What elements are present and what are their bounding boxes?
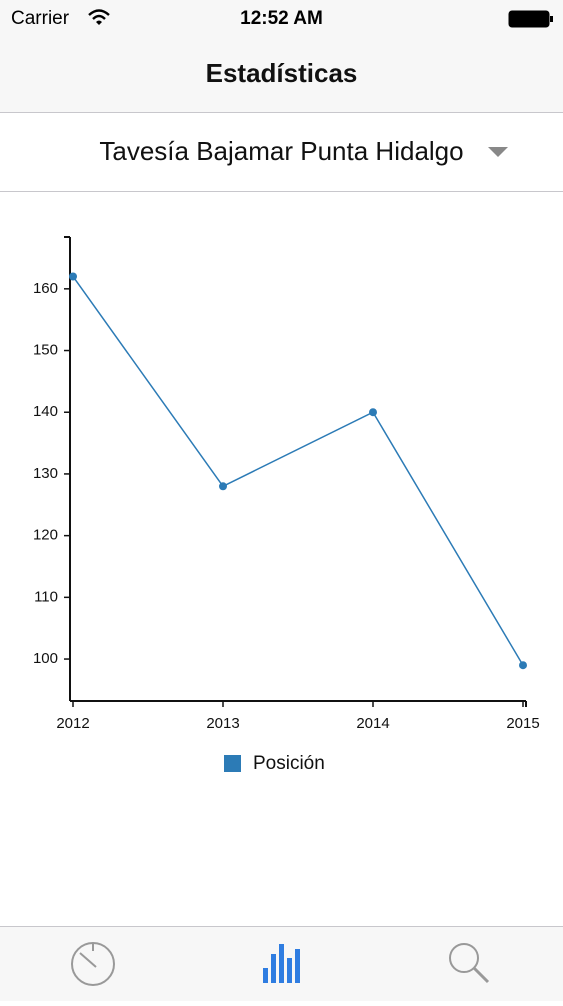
data-point — [219, 482, 227, 491]
route-selector[interactable]: Tavesía Bajamar Punta Hidalgo — [0, 113, 563, 192]
legend-swatch — [224, 755, 241, 772]
tab-timer[interactable] — [71, 942, 115, 986]
chart: 100 110 120 130 140 150 160 2012 2013 2014 2015 Pos… — [33, 236, 540, 774]
data-point — [369, 408, 377, 417]
x-tick-label: 2014 — [356, 715, 389, 732]
y-tick-label: 110 — [34, 588, 58, 605]
carrier: Carrier — [11, 8, 70, 29]
dropdown-arrow[interactable] — [487, 146, 509, 158]
y-tick-label: 160 — [33, 280, 58, 297]
y-tick-label: 150 — [33, 342, 58, 359]
tab-bar — [0, 926, 563, 1001]
series-line — [72, 276, 524, 666]
battery-icon — [508, 10, 553, 28]
tab-search[interactable] — [449, 943, 490, 984]
clock: 12:52 AM — [240, 8, 323, 29]
tab-icons — [71, 942, 490, 986]
x-tick-label: 2013 — [206, 715, 239, 732]
status-bar: Carrier 12:52 AM — [0, 0, 563, 38]
nav-title: Estadísticas — [205, 58, 358, 88]
y-tick-label: 100 — [33, 650, 58, 667]
tab-statistics[interactable] — [263, 944, 300, 983]
y-tick-label: 130 — [33, 465, 58, 482]
selector-label[interactable]: Tavesía Bajamar Punta Hidalgo — [99, 136, 464, 166]
y-tick-label: 120 — [33, 527, 58, 544]
data-point — [69, 272, 77, 281]
y-tick-label: 140 — [33, 403, 58, 420]
x-tick-label: 2012 — [56, 715, 89, 732]
wifi-icon — [88, 9, 110, 25]
data-point — [519, 661, 527, 670]
x-tick-label: 2015 — [506, 715, 539, 732]
legend-label: Posición — [253, 753, 325, 774]
navigation-bar: Estadísticas — [0, 38, 563, 113]
